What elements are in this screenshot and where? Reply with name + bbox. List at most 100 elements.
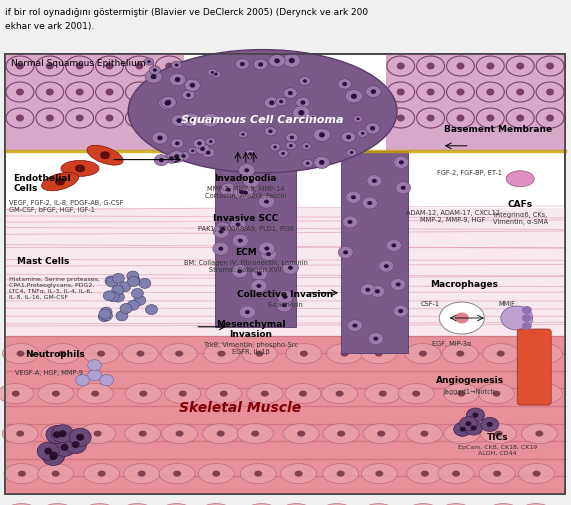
Ellipse shape <box>94 431 102 437</box>
Ellipse shape <box>37 442 59 460</box>
Ellipse shape <box>379 261 394 273</box>
Ellipse shape <box>348 221 352 225</box>
Ellipse shape <box>155 109 183 129</box>
Ellipse shape <box>306 162 309 166</box>
Ellipse shape <box>443 344 478 364</box>
FancyBboxPatch shape <box>215 152 296 327</box>
Ellipse shape <box>384 265 389 269</box>
Ellipse shape <box>447 83 475 103</box>
Ellipse shape <box>379 391 387 397</box>
Ellipse shape <box>277 291 293 304</box>
Ellipse shape <box>417 83 445 103</box>
Ellipse shape <box>311 117 315 120</box>
Ellipse shape <box>230 219 246 232</box>
Ellipse shape <box>289 145 293 148</box>
Ellipse shape <box>481 424 517 444</box>
Ellipse shape <box>182 114 199 127</box>
Ellipse shape <box>526 384 562 404</box>
Ellipse shape <box>351 196 356 200</box>
Ellipse shape <box>106 115 114 122</box>
Ellipse shape <box>476 57 504 77</box>
Ellipse shape <box>360 284 375 296</box>
Ellipse shape <box>16 431 24 437</box>
Ellipse shape <box>2 344 38 364</box>
Ellipse shape <box>394 157 409 169</box>
Ellipse shape <box>299 77 311 86</box>
Ellipse shape <box>61 161 99 177</box>
Ellipse shape <box>363 424 399 444</box>
Ellipse shape <box>341 351 349 357</box>
Text: Invasive SCC: Invasive SCC <box>213 214 279 222</box>
Ellipse shape <box>365 86 381 98</box>
Ellipse shape <box>283 295 288 299</box>
Ellipse shape <box>506 109 534 129</box>
Ellipse shape <box>159 97 176 111</box>
Ellipse shape <box>540 391 549 397</box>
Ellipse shape <box>365 123 380 135</box>
Ellipse shape <box>282 304 287 308</box>
Ellipse shape <box>393 306 408 318</box>
Text: Mesenchymal
Invasion: Mesenchymal Invasion <box>216 319 286 338</box>
Ellipse shape <box>173 471 181 477</box>
Ellipse shape <box>175 431 183 437</box>
Ellipse shape <box>76 115 84 122</box>
Ellipse shape <box>243 191 248 195</box>
Ellipse shape <box>357 130 368 138</box>
Text: FGF-2, FGF-BP, ET-1: FGF-2, FGF-BP, ET-1 <box>437 170 502 175</box>
Ellipse shape <box>274 146 277 149</box>
Ellipse shape <box>91 391 99 397</box>
Ellipse shape <box>198 503 234 505</box>
Ellipse shape <box>38 384 74 404</box>
Ellipse shape <box>95 57 123 77</box>
Ellipse shape <box>427 89 435 96</box>
Ellipse shape <box>220 227 226 231</box>
Ellipse shape <box>516 63 524 70</box>
Ellipse shape <box>161 97 176 109</box>
Ellipse shape <box>242 344 278 364</box>
Ellipse shape <box>112 285 124 295</box>
Ellipse shape <box>471 426 477 431</box>
Ellipse shape <box>42 447 65 466</box>
Ellipse shape <box>52 391 60 397</box>
FancyBboxPatch shape <box>517 329 551 405</box>
Ellipse shape <box>66 57 94 77</box>
Ellipse shape <box>427 115 435 122</box>
Ellipse shape <box>87 370 102 381</box>
Ellipse shape <box>244 169 249 173</box>
Ellipse shape <box>367 175 382 187</box>
Ellipse shape <box>361 464 397 484</box>
Ellipse shape <box>323 464 359 484</box>
Ellipse shape <box>397 63 405 70</box>
Ellipse shape <box>494 431 502 437</box>
Ellipse shape <box>283 262 299 275</box>
Ellipse shape <box>75 165 85 173</box>
Text: Jagged1→Notch: Jagged1→Notch <box>444 388 496 394</box>
Ellipse shape <box>264 247 270 251</box>
Ellipse shape <box>242 134 244 136</box>
Ellipse shape <box>370 286 385 298</box>
Text: Neutrophils: Neutrophils <box>25 349 85 358</box>
Text: CAFs: CAFs <box>508 199 533 209</box>
Text: ADAM-12, ADAM-17, CXCL12
MMP-2, MMP-9, HGF: ADAM-12, ADAM-17, CXCL12 MMP-2, MMP-9, H… <box>406 210 500 222</box>
Ellipse shape <box>387 83 415 103</box>
Ellipse shape <box>327 344 363 364</box>
Ellipse shape <box>276 299 292 312</box>
Ellipse shape <box>398 384 434 404</box>
Ellipse shape <box>164 101 171 107</box>
Ellipse shape <box>261 391 269 397</box>
Ellipse shape <box>61 444 69 451</box>
Ellipse shape <box>232 265 248 278</box>
Ellipse shape <box>288 266 293 270</box>
Ellipse shape <box>536 109 564 129</box>
Ellipse shape <box>206 384 242 404</box>
Text: VEGF, FGF-2, IL-8, PDGF-AB, G-CSF
GM-CSF, bFGF, HGF, IGF-1: VEGF, FGF-2, IL-8, PDGF-AB, G-CSF GM-CSF… <box>9 200 123 213</box>
Ellipse shape <box>239 306 255 319</box>
Ellipse shape <box>456 115 464 122</box>
Ellipse shape <box>100 152 110 160</box>
Ellipse shape <box>373 337 379 341</box>
Ellipse shape <box>171 139 184 149</box>
Ellipse shape <box>308 115 317 122</box>
Ellipse shape <box>6 57 34 77</box>
Ellipse shape <box>248 153 252 157</box>
Ellipse shape <box>4 464 40 484</box>
